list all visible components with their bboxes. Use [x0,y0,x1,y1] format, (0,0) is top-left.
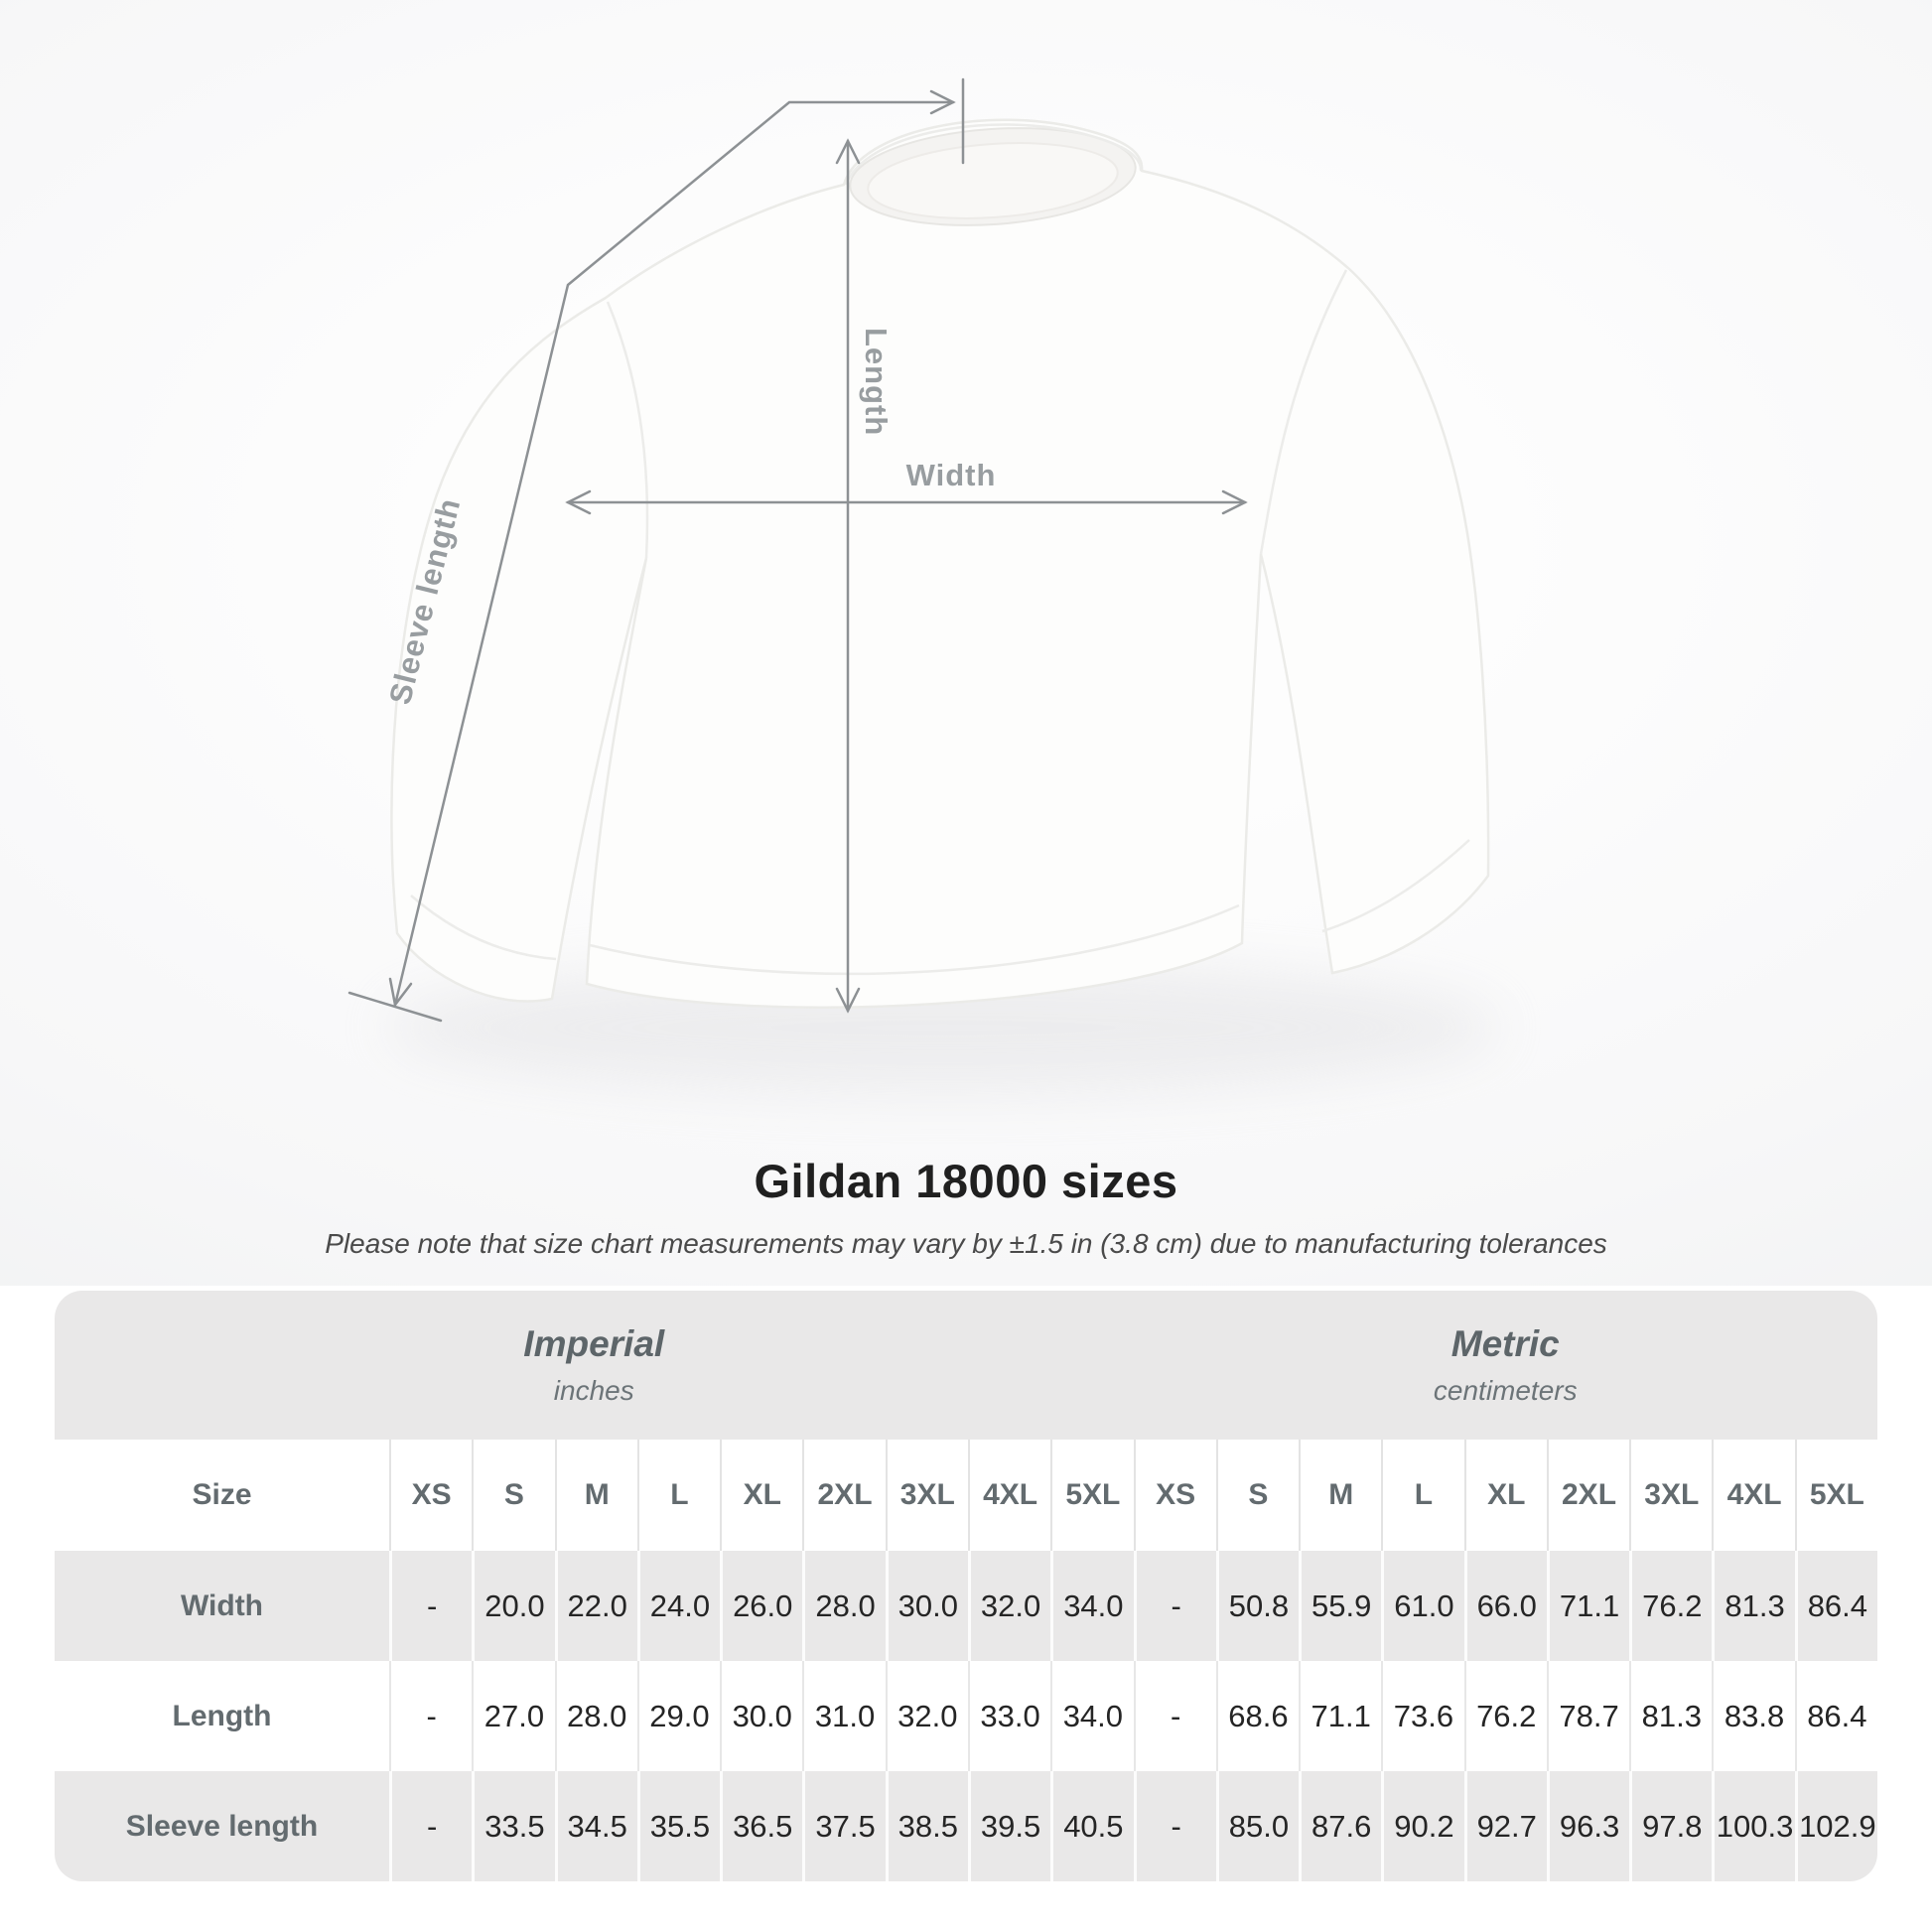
table-cell: 29.0 [636,1661,720,1771]
table-cell: 30.0 [885,1551,968,1661]
size-cell: S [1215,1440,1299,1551]
table-cell: 34.0 [1050,1551,1133,1661]
size-cell: XL [1463,1440,1547,1551]
table-cell: 85.0 [1215,1771,1299,1881]
size-cell: 4XL [967,1440,1050,1551]
table-cell: 24.0 [636,1551,720,1661]
size-corner-label: Size [192,1478,252,1511]
table-cell: 90.2 [1381,1771,1463,1881]
table-cell: 71.1 [1546,1551,1629,1661]
table-cell: - [389,1771,472,1881]
table-row-sleeve-length: Sleeve length - 33.5 34.5 35.5 36.5 37.5… [55,1771,1877,1881]
table-cell: 86.4 [1794,1661,1877,1771]
table-cell: 97.8 [1629,1771,1712,1881]
table-cell: 28.0 [554,1661,637,1771]
size-cell: M [1299,1440,1381,1551]
table-cell: 61.0 [1381,1551,1463,1661]
size-cell: 4XL [1712,1440,1794,1551]
size-cell: XS [1133,1440,1216,1551]
row-label: Width [180,1588,264,1622]
width-dimension-line [565,489,1248,515]
table-cell: - [1133,1551,1216,1661]
row-label: Length [172,1699,272,1732]
size-cell: 2XL [802,1440,885,1551]
table-cell: 34.5 [554,1771,637,1881]
sleeve-length-dimension-line [347,77,965,1023]
table-cell: 39.5 [967,1771,1050,1881]
table-cell: 36.5 [720,1771,802,1881]
table-cell: 40.5 [1050,1771,1133,1881]
table-cell: 50.8 [1215,1551,1299,1661]
row-label: Sleeve length [125,1809,319,1843]
size-cell: 3XL [885,1440,968,1551]
table-cell: 33.0 [967,1661,1050,1771]
metric-unit: centimeters [1433,1375,1578,1406]
sweatshirt-measurement-diagram: Width Length Sleeve length [347,77,1499,1093]
table-cell: 20.0 [472,1551,554,1661]
table-cell: 73.6 [1381,1661,1463,1771]
size-cell: XS [389,1440,472,1551]
metric-label: Metric [1450,1323,1560,1364]
size-cell: 3XL [1629,1440,1712,1551]
table-cell: 86.4 [1794,1551,1877,1661]
table-cell: 38.5 [885,1771,968,1881]
size-cell: 2XL [1546,1440,1629,1551]
table-cell: 34.0 [1050,1661,1133,1771]
tolerance-note: Please note that size chart measurements… [325,1228,1607,1259]
table-cell: 27.0 [472,1661,554,1771]
table-cell: 22.0 [554,1551,637,1661]
length-dimension-line [835,138,861,1014]
table-cell: 87.6 [1299,1771,1381,1881]
table-cell: - [389,1551,472,1661]
table-cell: 31.0 [802,1661,885,1771]
table-cell: 32.0 [885,1661,968,1771]
size-cell: L [636,1440,720,1551]
table-cell: 96.3 [1546,1771,1629,1881]
size-cell: XL [720,1440,802,1551]
table-cell: 71.1 [1299,1661,1381,1771]
size-cell: 5XL [1050,1440,1133,1551]
table-cell: 35.5 [636,1771,720,1881]
width-dimension-label: Width [906,458,997,492]
table-cell: 92.7 [1463,1771,1547,1881]
unit-header-row: Imperial inches Metric centimeters [55,1291,1877,1440]
imperial-label: Imperial [523,1323,665,1364]
table-row-length: Length - 27.0 28.0 29.0 30.0 31.0 32.0 3… [55,1661,1877,1771]
size-cell: S [472,1440,554,1551]
page-title: Gildan 18000 sizes [754,1155,1178,1207]
table-cell: - [1133,1661,1216,1771]
table-cell: 78.7 [1546,1661,1629,1771]
length-dimension-label: Length [859,328,894,436]
size-cell: 5XL [1794,1440,1877,1551]
size-chart-table: Imperial inches Metric centimeters Size … [55,1291,1877,1881]
table-cell: 100.3 [1712,1771,1794,1881]
table-cell: 33.5 [472,1771,554,1881]
size-cell: L [1381,1440,1463,1551]
table-cell: 83.8 [1712,1661,1794,1771]
table-cell: 37.5 [802,1771,885,1881]
sweatshirt-image [390,118,1490,1009]
table-cell: 76.2 [1463,1661,1547,1771]
table-cell: 81.3 [1629,1661,1712,1771]
table-cell: 30.0 [720,1661,802,1771]
imperial-unit: inches [553,1375,634,1406]
table-cell: - [1133,1771,1216,1881]
table-cell: 28.0 [802,1551,885,1661]
table-cell: - [389,1661,472,1771]
table-cell: 32.0 [967,1551,1050,1661]
size-header-row: Size XS S M L XL 2XL 3XL 4XL 5XL XS S M … [55,1440,1877,1551]
table-row-width: Width - 20.0 22.0 24.0 26.0 28.0 30.0 32… [55,1551,1877,1661]
size-cell: M [554,1440,637,1551]
table-cell: 66.0 [1463,1551,1547,1661]
table-cell: 102.9 [1794,1771,1877,1881]
metric-group-header: Metric centimeters [1134,1291,1878,1440]
table-cell: 68.6 [1215,1661,1299,1771]
table-cell: 26.0 [720,1551,802,1661]
caption-block: Gildan 18000 sizes Please note that size… [0,1154,1932,1260]
imperial-group-header: Imperial inches [55,1291,1134,1440]
table-cell: 81.3 [1712,1551,1794,1661]
table-cell: 76.2 [1629,1551,1712,1661]
table-cell: 55.9 [1299,1551,1381,1661]
